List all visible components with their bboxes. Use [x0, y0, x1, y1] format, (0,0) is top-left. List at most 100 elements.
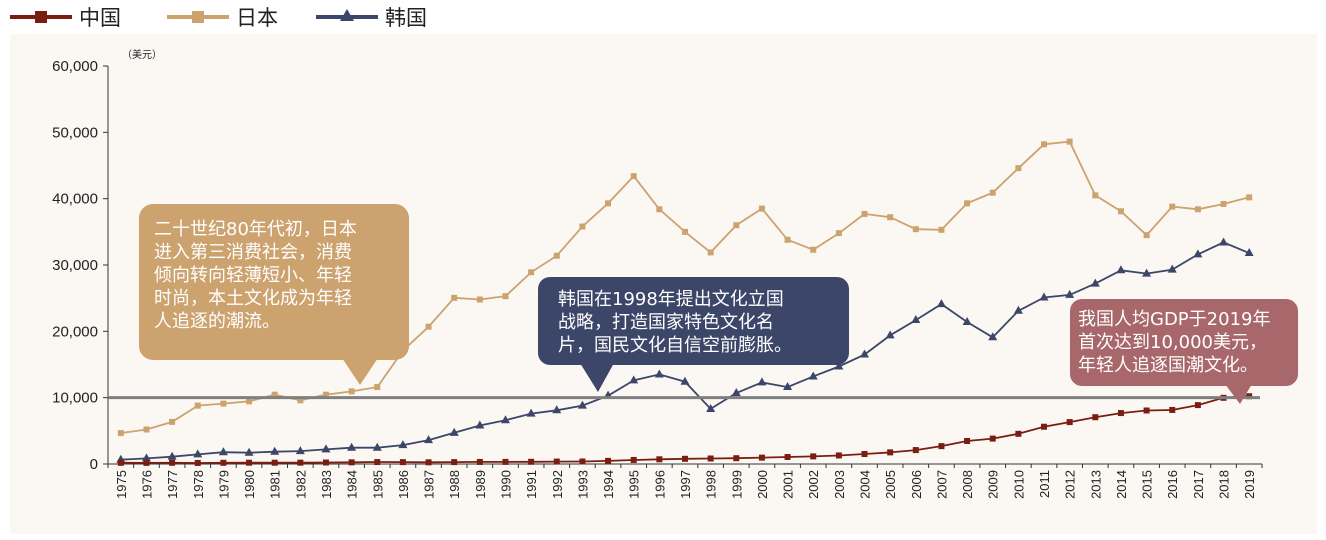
data-point-china — [1092, 414, 1099, 421]
x-axis: 1975 1976 1977 1978 1979 1980 1981 1982 1983 1984… — [107, 463, 1263, 499]
data-point-china — [322, 459, 329, 466]
data-point-korea — [1090, 278, 1100, 287]
x-tick-label: 1996 — [652, 470, 667, 499]
x-tick-label: 1999 — [729, 470, 744, 499]
data-point-china — [1117, 410, 1124, 417]
data-point-korea — [988, 332, 998, 341]
x-tick-label: 2009 — [986, 470, 1001, 499]
callout-china-line: 首次达到10,000美元， — [1078, 332, 1267, 353]
data-point-japan — [605, 200, 612, 207]
data-point-japan — [246, 398, 253, 405]
data-point-korea — [449, 427, 459, 436]
data-point-japan — [835, 230, 842, 237]
legend-marker-china — [35, 11, 47, 23]
x-tick-label: 1985 — [370, 470, 385, 499]
data-point-korea — [1193, 249, 1203, 258]
data-point-china — [989, 435, 996, 442]
x-tick-label: 1982 — [293, 470, 308, 499]
data-point-korea — [834, 361, 844, 370]
x-tick-label: 1979 — [216, 470, 231, 499]
data-point-korea — [680, 376, 690, 385]
data-point-china — [399, 459, 406, 466]
x-tick-label: 1987 — [422, 470, 437, 499]
data-point-korea — [962, 317, 972, 326]
data-point-china — [246, 459, 253, 466]
x-tick-label: 2015 — [1140, 470, 1155, 499]
y-tick-label: 10,000 — [52, 390, 98, 407]
callout-korea-line: 韩国在1998年提出文化立国 — [558, 289, 784, 310]
data-point-japan — [528, 269, 535, 276]
y-tick-label: 50,000 — [52, 124, 98, 141]
x-tick-label: 1988 — [447, 470, 462, 499]
data-point-japan — [451, 294, 458, 301]
data-point-japan — [220, 400, 227, 407]
data-point-china — [887, 449, 894, 456]
x-tick-label: 2013 — [1088, 470, 1103, 499]
data-point-korea — [372, 442, 382, 451]
x-tick-label: 1984 — [345, 470, 360, 499]
data-point-japan — [989, 189, 996, 196]
data-point-korea — [218, 447, 228, 456]
legend-label-japan: 日本 — [236, 6, 278, 30]
data-point-korea — [860, 349, 870, 358]
data-point-japan — [271, 391, 278, 398]
data-point-korea — [424, 435, 434, 444]
data-point-japan — [1194, 206, 1201, 213]
x-tick-label: 2001 — [781, 470, 796, 499]
x-tick-label: 1994 — [601, 470, 616, 499]
data-point-korea — [577, 400, 587, 409]
data-point-korea — [295, 446, 305, 455]
x-tick-label: 2016 — [1165, 470, 1180, 499]
data-point-japan — [169, 418, 176, 425]
data-point-korea — [347, 442, 357, 451]
x-tick-label: 2017 — [1191, 470, 1206, 499]
data-point-japan — [143, 426, 150, 433]
data-point-korea — [1065, 289, 1075, 298]
data-point-korea — [1142, 268, 1152, 277]
series-korea — [116, 237, 1254, 463]
data-point-china — [1041, 423, 1048, 430]
data-point-china — [553, 458, 560, 465]
data-point-japan — [1246, 194, 1253, 201]
x-tick-label: 2014 — [1114, 470, 1129, 499]
data-point-china — [117, 459, 124, 466]
data-point-japan — [1117, 208, 1124, 215]
data-point-china — [810, 453, 817, 460]
x-tick-label: 1986 — [396, 470, 411, 499]
data-point-china — [1194, 402, 1201, 409]
data-point-china — [656, 456, 663, 463]
y-tick-label: 0 — [90, 456, 98, 473]
data-point-japan — [707, 249, 714, 256]
data-point-china — [964, 437, 971, 444]
data-point-korea — [193, 449, 203, 458]
x-tick-label: 1989 — [473, 470, 488, 499]
data-point-china — [451, 459, 458, 466]
data-point-china — [297, 459, 304, 466]
data-point-china — [220, 459, 227, 466]
x-tick-label: 2018 — [1217, 470, 1232, 499]
data-point-japan — [1041, 141, 1048, 148]
data-point-korea — [244, 447, 254, 456]
data-point-korea — [141, 453, 151, 462]
callout-pointer-korea — [580, 363, 614, 392]
data-point-japan — [810, 246, 817, 253]
data-point-korea — [911, 315, 921, 324]
data-point-china — [758, 454, 765, 461]
callout-china: 我国人均GDP于2019年 首次达到10,000美元， 年轻人追逐国潮文化。 — [1070, 299, 1298, 386]
callout-china-line: 年轻人追逐国潮文化。 — [1078, 355, 1258, 376]
data-point-korea — [1116, 265, 1126, 274]
y-tick-label: 30,000 — [52, 257, 98, 274]
legend: 中国 日本 韩国 — [10, 6, 427, 30]
data-point-korea — [731, 388, 741, 397]
data-point-china — [1143, 407, 1150, 414]
data-point-china — [143, 459, 150, 466]
x-tick-label: 1983 — [319, 470, 334, 499]
data-point-japan — [322, 391, 329, 398]
x-tick-label: 1998 — [704, 470, 719, 499]
data-point-japan — [912, 226, 919, 233]
callout-japan-line: 人追逐的潮流。 — [154, 311, 280, 332]
data-point-korea — [885, 330, 895, 339]
x-tick-label: 2000 — [755, 470, 770, 499]
callout-korea-line: 战略，打造国家特色文化名 — [558, 312, 774, 333]
data-point-china — [707, 455, 714, 462]
